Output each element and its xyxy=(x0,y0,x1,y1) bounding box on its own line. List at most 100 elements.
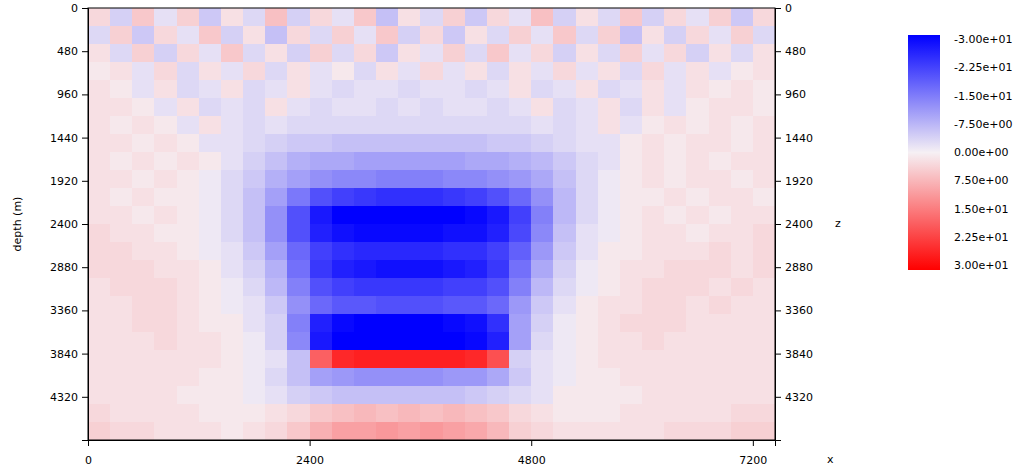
cell xyxy=(132,8,155,27)
cell xyxy=(398,62,421,81)
colorbar-tick-label: 7.50e+00 xyxy=(954,174,1008,187)
tick-label: 3840 xyxy=(785,348,813,361)
cell xyxy=(265,224,288,243)
cell xyxy=(177,314,200,333)
cell xyxy=(376,422,399,440)
cell xyxy=(664,242,687,261)
cell xyxy=(620,278,643,297)
x-axis-line xyxy=(89,441,776,447)
tick-label: 4320 xyxy=(50,391,78,404)
chart-svg: 0240048007200048096014401920240028803360… xyxy=(0,0,1034,475)
cell xyxy=(465,422,488,440)
cell xyxy=(509,386,532,405)
cell xyxy=(598,260,621,279)
cell xyxy=(465,404,488,423)
cell xyxy=(509,26,532,45)
cell xyxy=(709,404,732,423)
cell xyxy=(243,206,266,225)
cell xyxy=(509,368,532,387)
tick-mark xyxy=(82,138,88,139)
cell xyxy=(243,152,266,171)
cell xyxy=(88,278,111,297)
cell xyxy=(88,26,111,45)
cell xyxy=(509,62,532,81)
cell xyxy=(753,386,775,405)
cell xyxy=(199,116,222,135)
cell xyxy=(88,404,111,423)
tick: 3840 xyxy=(775,348,813,361)
cell xyxy=(709,116,732,135)
cell xyxy=(354,170,377,189)
cell xyxy=(287,8,310,27)
cell xyxy=(154,386,177,405)
cell xyxy=(265,62,288,81)
cell xyxy=(177,8,200,27)
cell xyxy=(376,350,399,369)
tick-label: 3360 xyxy=(50,304,78,317)
cell xyxy=(465,224,488,243)
cell xyxy=(376,368,399,387)
cell xyxy=(110,98,133,117)
cell xyxy=(664,188,687,207)
cell xyxy=(531,8,554,27)
tick-mark xyxy=(775,354,781,355)
cell xyxy=(221,332,244,351)
cell xyxy=(443,44,466,63)
cell xyxy=(332,188,355,207)
cell xyxy=(709,260,732,279)
cell xyxy=(465,188,488,207)
cell xyxy=(398,134,421,153)
cell xyxy=(132,368,155,387)
colorbar-ticks: -3.00e+01-2.25e+01-1.50e+01-7.50e+000.00… xyxy=(954,33,1012,272)
cell xyxy=(332,152,355,171)
cell xyxy=(465,350,488,369)
cell xyxy=(731,98,754,117)
tick-mark xyxy=(82,310,88,311)
cell xyxy=(132,80,155,99)
cell xyxy=(332,116,355,135)
cell xyxy=(354,242,377,261)
cell xyxy=(221,278,244,297)
cell xyxy=(221,62,244,81)
cell xyxy=(731,386,754,405)
tick-mark xyxy=(82,94,88,95)
cell xyxy=(620,62,643,81)
cell xyxy=(686,278,709,297)
cell xyxy=(354,134,377,153)
cell xyxy=(132,170,155,189)
cell xyxy=(376,332,399,351)
cell xyxy=(243,134,266,153)
cell xyxy=(243,404,266,423)
cell xyxy=(88,350,111,369)
cell xyxy=(509,80,532,99)
tick-mark xyxy=(753,440,754,446)
cell xyxy=(177,368,200,387)
cell xyxy=(221,224,244,243)
tick: 3840 xyxy=(50,348,88,361)
cell xyxy=(664,134,687,153)
cell xyxy=(287,332,310,351)
cell xyxy=(199,188,222,207)
cell xyxy=(531,242,554,261)
cell xyxy=(531,314,554,333)
cell xyxy=(110,116,133,135)
cell xyxy=(576,62,599,81)
cell xyxy=(354,368,377,387)
cell xyxy=(310,188,333,207)
cell xyxy=(243,170,266,189)
cell xyxy=(265,170,288,189)
cell xyxy=(487,386,510,405)
tick-mark xyxy=(775,8,781,9)
cell xyxy=(398,404,421,423)
cell xyxy=(199,44,222,63)
cell xyxy=(287,152,310,171)
cell xyxy=(132,242,155,261)
cell xyxy=(354,44,377,63)
cell xyxy=(221,134,244,153)
cell xyxy=(576,404,599,423)
cell xyxy=(310,296,333,315)
cell xyxy=(753,332,775,351)
cell xyxy=(709,206,732,225)
cell xyxy=(287,278,310,297)
cell xyxy=(177,116,200,135)
